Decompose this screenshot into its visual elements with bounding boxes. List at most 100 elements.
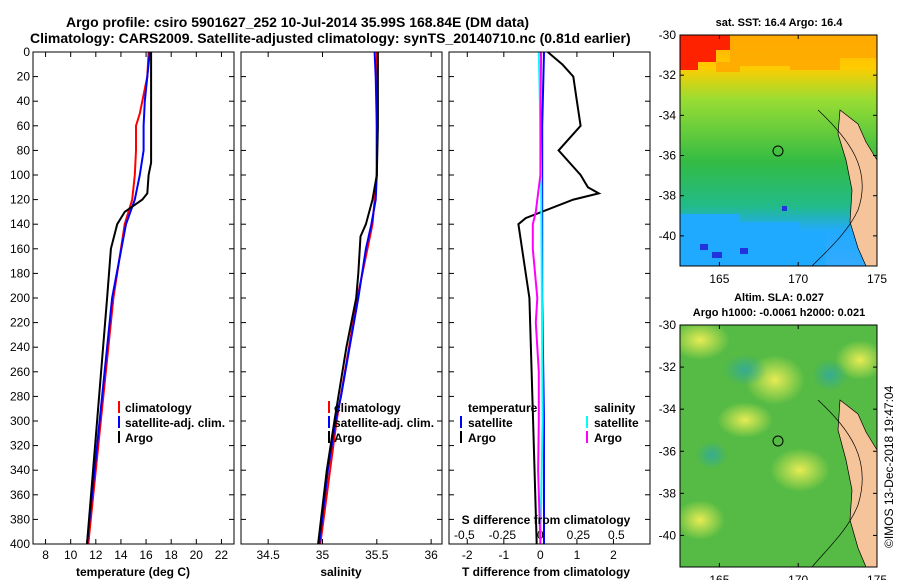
map-lon-label: 165 bbox=[709, 272, 729, 286]
depth-tick-label: 220 bbox=[10, 316, 30, 330]
s-difference-xlabel: S difference from climatology bbox=[462, 513, 631, 527]
sla-anomaly-high bbox=[680, 500, 725, 540]
sst-cold-speck bbox=[712, 252, 722, 258]
series-line-argo bbox=[317, 52, 379, 545]
sla-map-xticks: 165 170 175 bbox=[709, 325, 887, 580]
depth-tick-label: 380 bbox=[10, 512, 30, 526]
depth-tick-label: 340 bbox=[10, 463, 30, 477]
x-tick-label: 36 bbox=[424, 548, 438, 562]
sst-warm-band bbox=[716, 35, 877, 72]
temperature-legend: climatology satellite-adj. clim. Argo bbox=[118, 401, 225, 445]
legend-label-temperature-satellite: satellite bbox=[468, 416, 513, 430]
depth-tick-label: 40 bbox=[17, 94, 31, 108]
sst-map-frame bbox=[679, 34, 878, 267]
sst-cold-speck bbox=[782, 206, 787, 211]
x-tick-label: 16 bbox=[139, 548, 153, 562]
s-tick-label: 0.25 bbox=[567, 528, 591, 542]
legend-heading-temperature: temperature bbox=[468, 401, 538, 415]
sst-map-title: sat. SST: 16.4 Argo: 16.4 bbox=[716, 17, 844, 29]
map-lon-label: 165 bbox=[709, 573, 729, 580]
map-lat-label: -38 bbox=[659, 486, 677, 500]
map-lat-label: -36 bbox=[659, 444, 677, 458]
depth-tick-label: 260 bbox=[10, 365, 30, 379]
x-tick-label: 20 bbox=[190, 548, 204, 562]
figure-title-line2: Climatology: CARS2009. Satellite-adjuste… bbox=[30, 30, 631, 46]
depth-tick-label: 100 bbox=[10, 168, 30, 182]
sla-map-subtitle: Argo h1000: -0.0061 h2000: 0.021 bbox=[693, 307, 865, 319]
difference-legend-salinity: salinity satellite Argo bbox=[586, 401, 639, 445]
map-lat-label: -32 bbox=[659, 68, 677, 82]
difference-lines bbox=[517, 51, 602, 545]
legend-label-argo: Argo bbox=[334, 431, 362, 445]
difference-depth-ticks bbox=[449, 51, 650, 545]
sst-warm-patch bbox=[680, 35, 730, 70]
x-tick-label: 35 bbox=[316, 548, 330, 562]
temperature-lines bbox=[86, 51, 153, 545]
x-tick-label: 2 bbox=[610, 548, 617, 562]
sla-anomaly-high bbox=[680, 325, 730, 360]
sla-anomaly-low bbox=[812, 359, 848, 391]
imos-timestamp-watermark: ©IMOS 13-Dec-2018 19:47:04 bbox=[882, 385, 896, 548]
depth-tick-label: 320 bbox=[10, 439, 30, 453]
sla-land bbox=[837, 399, 877, 567]
map-lat-label: -30 bbox=[659, 318, 677, 332]
x-tick-label: 10 bbox=[64, 548, 78, 562]
map-lat-label: -40 bbox=[659, 229, 677, 243]
difference-panel: -2 -1 0 1 2 -0.5 -0.25 0 0.25 0.5 S difference f… bbox=[448, 51, 651, 579]
x-tick-label: 22 bbox=[215, 548, 229, 562]
depth-tick-label: 360 bbox=[10, 488, 30, 502]
sla-map-field bbox=[680, 325, 877, 567]
depth-tick-label: 280 bbox=[10, 389, 30, 403]
sla-map-panel: Altim. SLA: 0.027 Argo h1000: -0.0061 h2… bbox=[659, 292, 888, 580]
x-tick-label: 8 bbox=[42, 548, 49, 562]
depth-tick-label: 20 bbox=[17, 70, 31, 84]
map-lat-label: -32 bbox=[659, 360, 677, 374]
series-line-argo bbox=[86, 52, 153, 545]
sst-cold-speck bbox=[700, 244, 708, 250]
map-lat-label: -36 bbox=[659, 149, 677, 163]
map-lon-label: 175 bbox=[867, 573, 887, 580]
sla-argo-marker bbox=[772, 435, 784, 447]
temperature-panel: 0 20 40 60 80 100 120 140 160 180 200 220 240 260 280 3… bbox=[10, 45, 235, 579]
sla-contour bbox=[811, 399, 863, 567]
depth-tick-label: 140 bbox=[10, 217, 30, 231]
legend-label-temperature-argo: Argo bbox=[468, 431, 496, 445]
x-tick-label: 34.5 bbox=[256, 548, 280, 562]
sst-cold-speck bbox=[740, 248, 748, 254]
sst-map-panel: sat. SST: 16.4 Argo: 16.4 -30-32-34-36-3… bbox=[659, 17, 888, 286]
sst-map-field bbox=[680, 35, 877, 266]
x-tick-label: 35.5 bbox=[365, 548, 389, 562]
map-lat-label: -34 bbox=[659, 402, 677, 416]
sst-land bbox=[837, 109, 877, 266]
depth-tick-label: 200 bbox=[10, 291, 30, 305]
legend-label-satellite-adj: satellite-adj. clim. bbox=[334, 416, 434, 430]
depth-tick-label: 300 bbox=[10, 414, 30, 428]
salinity-lines bbox=[317, 51, 379, 545]
series-line-satellite-adj-clim- bbox=[318, 51, 378, 545]
salinity-xlabel: salinity bbox=[320, 565, 362, 579]
sst-argo-marker bbox=[772, 145, 784, 157]
difference-axes-frame bbox=[448, 51, 651, 545]
legend-heading-salinity: salinity bbox=[594, 401, 636, 415]
salinity-depth-ticks bbox=[241, 51, 442, 545]
map-lat-label: -40 bbox=[659, 528, 677, 542]
sla-anomaly-low bbox=[723, 354, 767, 386]
sla-anomaly-high bbox=[717, 402, 773, 438]
sla-anomaly-low bbox=[696, 441, 728, 469]
s-tick-label: 0.5 bbox=[608, 528, 625, 542]
depth-tick-label: 180 bbox=[10, 266, 30, 280]
difference-legend-temperature: temperature satellite Argo bbox=[460, 401, 538, 445]
salinity-x-ticks: 34.5 35 35.5 36 bbox=[256, 52, 438, 562]
depth-tick-label: 60 bbox=[17, 119, 31, 133]
legend-label-salinity-argo: Argo bbox=[594, 431, 622, 445]
figure-title-line1: Argo profile: csiro 5901627_252 10-Jul-2… bbox=[66, 14, 529, 30]
map-lat-label: -34 bbox=[659, 108, 677, 122]
x-tick-label: 18 bbox=[165, 548, 179, 562]
salinity-legend: climatology satellite-adj. clim. Argo bbox=[328, 401, 434, 445]
sst-map-yticks: -30 -32 -34 -36 -38 -40 bbox=[659, 28, 877, 243]
series-line-satellite-adj-clim- bbox=[86, 51, 151, 545]
temperature-axes-frame bbox=[32, 51, 235, 545]
map-lat-label: -38 bbox=[659, 189, 677, 203]
depth-tick-label: 0 bbox=[23, 45, 30, 59]
